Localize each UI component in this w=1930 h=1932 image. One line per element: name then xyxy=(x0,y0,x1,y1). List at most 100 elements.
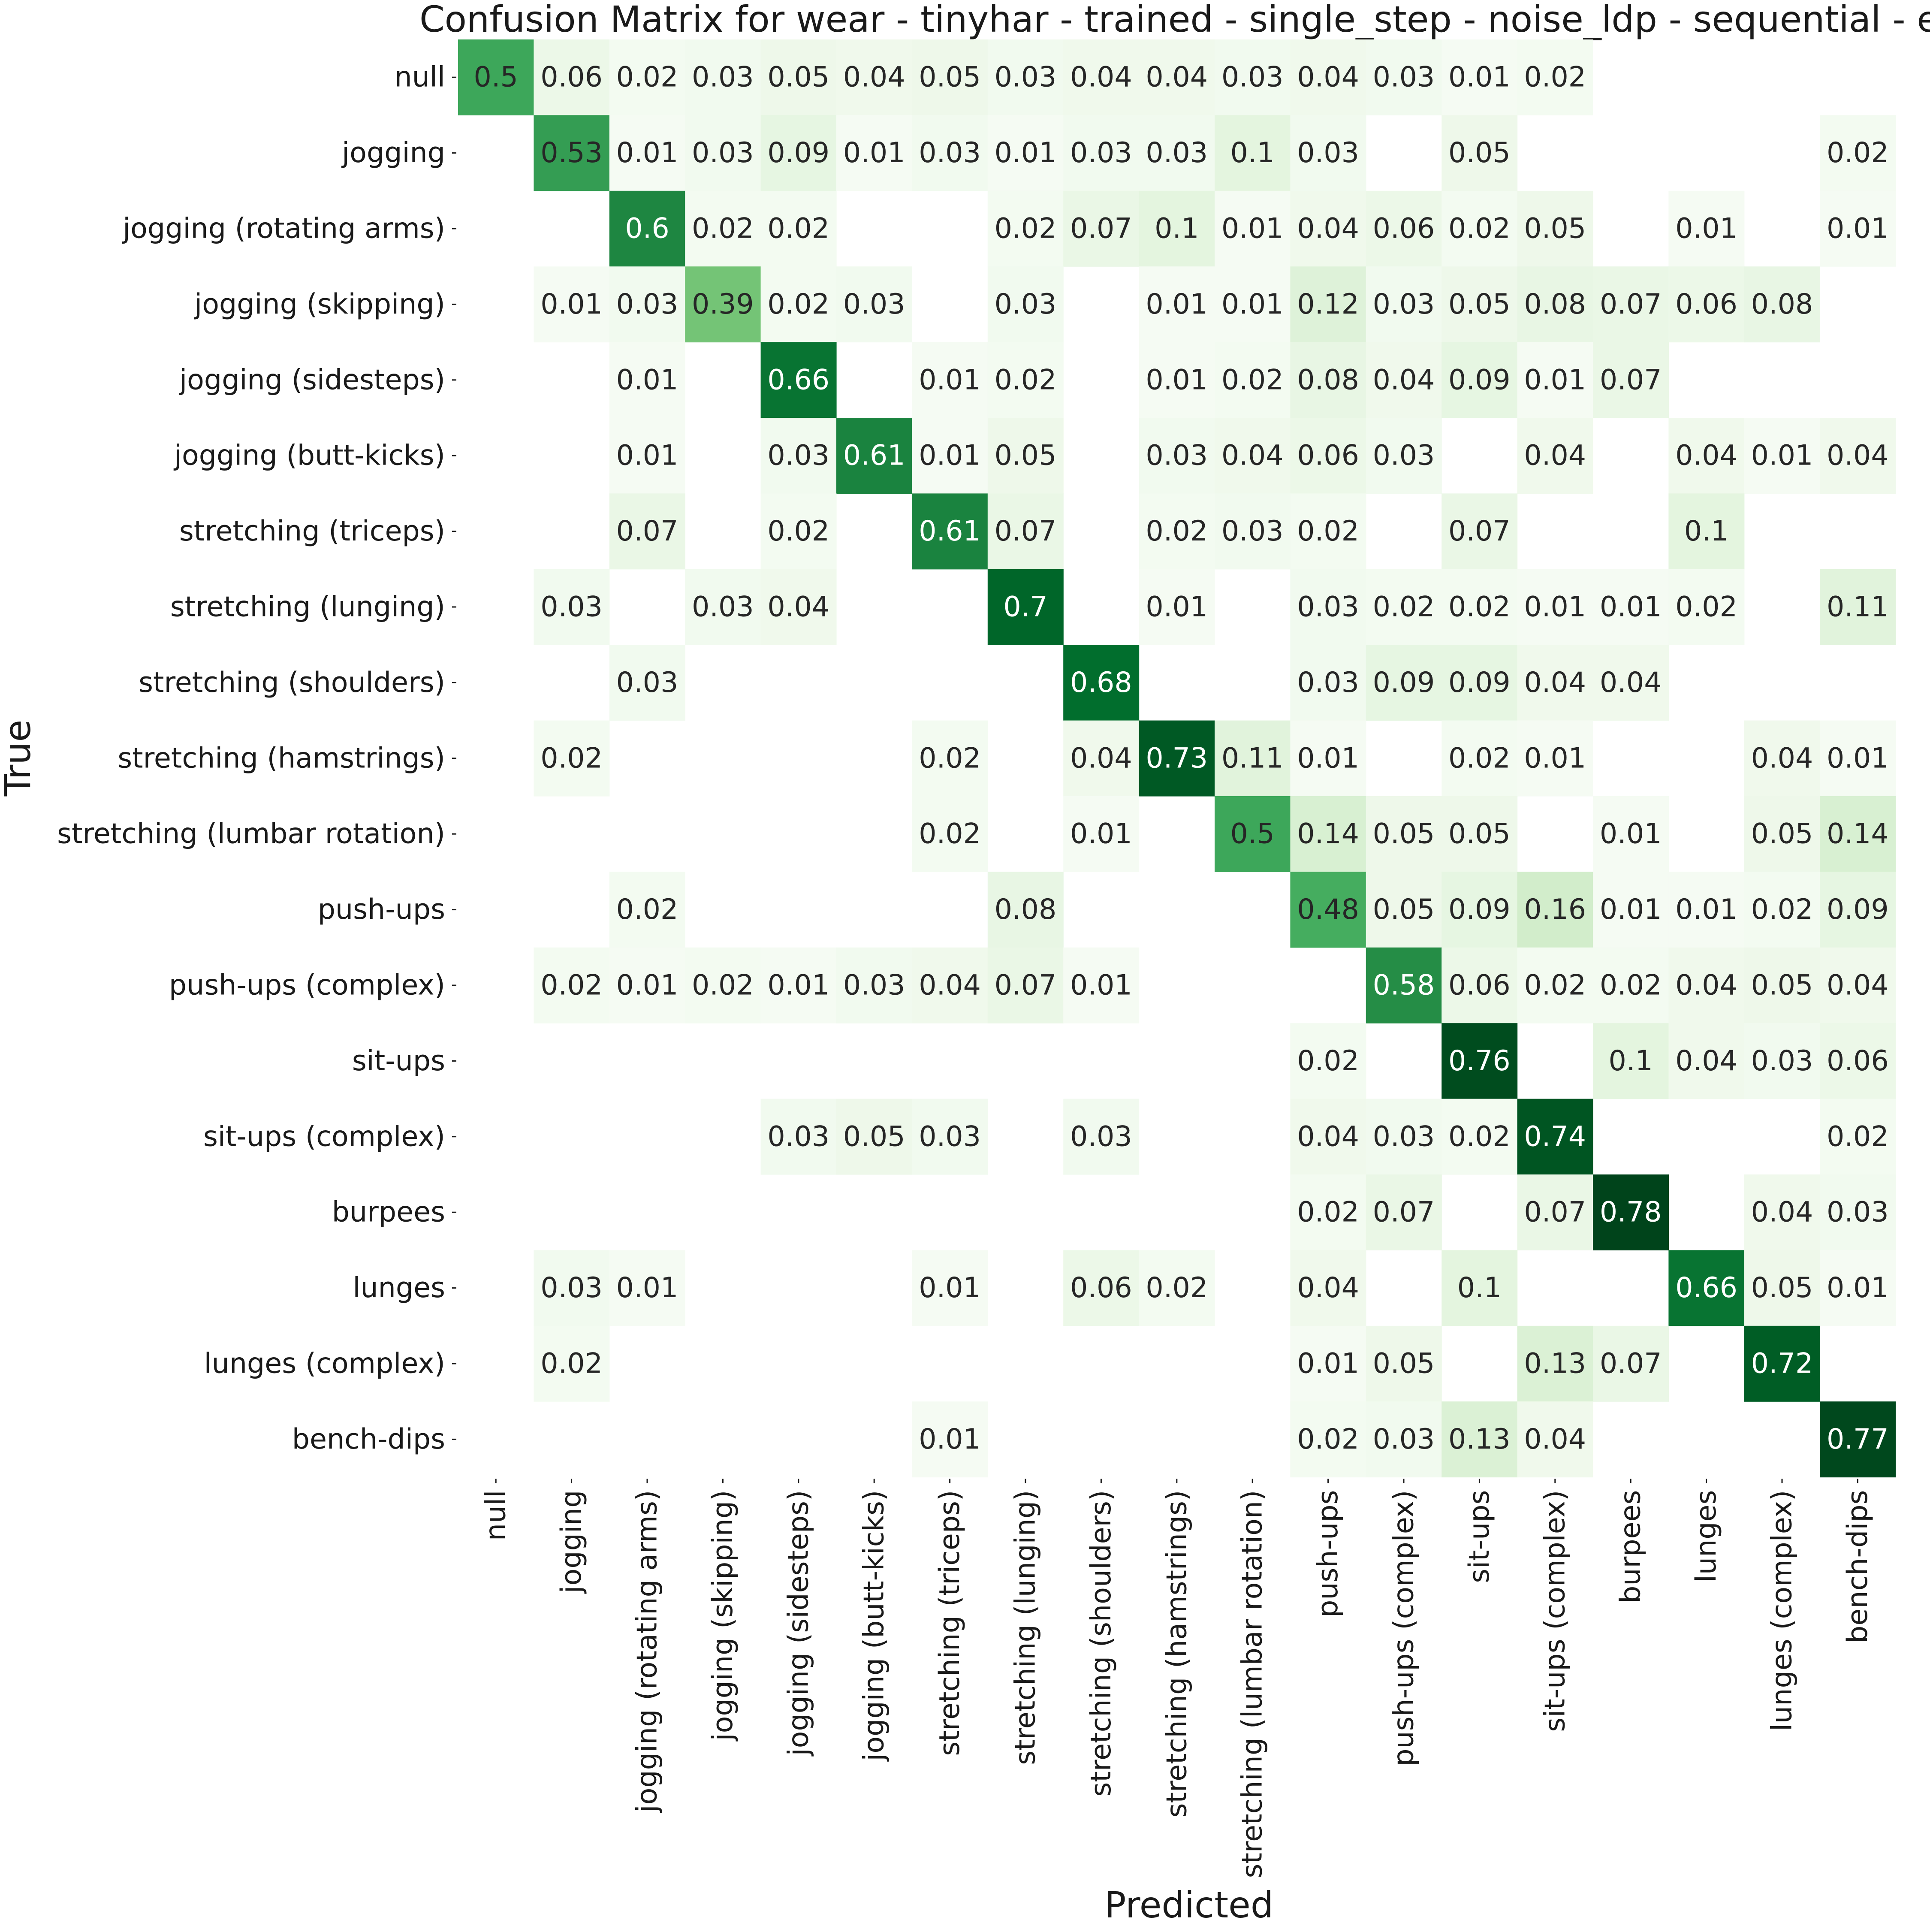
heatmap-cell xyxy=(1517,190,1593,267)
heatmap-cell xyxy=(1744,1174,1820,1250)
cell-value-label: 0.03 xyxy=(1070,1120,1132,1153)
cell-value-label: 0.01 xyxy=(1297,742,1359,774)
heatmap-cell xyxy=(1215,342,1291,418)
cell-value-label: 0.03 xyxy=(1827,1196,1889,1229)
cell-value-label: 0.03 xyxy=(843,288,905,320)
heatmap-cell xyxy=(1744,1023,1820,1099)
x-tick-label: push-ups xyxy=(1312,1490,1344,1618)
cell-value-label: 0.03 xyxy=(1373,61,1435,94)
cell-value-label: 0.05 xyxy=(995,440,1057,472)
cell-value-label: 0.01 xyxy=(1600,591,1662,623)
y-tick-label: jogging (rotating arms) xyxy=(122,213,445,245)
heatmap-cell xyxy=(1668,266,1745,343)
heatmap-cell xyxy=(1215,796,1291,872)
heatmap-cell xyxy=(1139,569,1215,645)
heatmap-cell xyxy=(1366,872,1442,948)
heatmap-cell xyxy=(1441,872,1518,948)
cell-value-label: 0.03 xyxy=(1221,61,1284,94)
heatmap-cell xyxy=(1517,1174,1593,1250)
heatmap-cell xyxy=(1441,1250,1518,1326)
cell-value-label: 0.07 xyxy=(995,969,1057,1002)
heatmap-cell xyxy=(1063,1250,1140,1326)
cell-value-label: 0.01 xyxy=(919,1423,981,1455)
heatmap-cell xyxy=(760,493,837,570)
heatmap-cell xyxy=(1441,947,1518,1023)
heatmap-cell xyxy=(1820,569,1896,645)
heatmap-cell xyxy=(609,1250,685,1326)
cell-value-label: 0.02 xyxy=(692,213,754,245)
heatmap-cell xyxy=(1366,1099,1442,1175)
y-axis-ticks: null jogging jogging (rotating arms) joggin… xyxy=(57,61,456,1455)
y-tick-label: push-ups (complex) xyxy=(169,969,445,1002)
cell-value-label: 0.03 xyxy=(1373,1120,1435,1153)
cell-value-label: 0.03 xyxy=(919,1120,981,1153)
cell-value-label: 0.02 xyxy=(1373,591,1435,623)
heatmap-cell xyxy=(1820,115,1896,191)
heatmap-cell xyxy=(1290,418,1366,494)
heatmap-cell xyxy=(912,342,988,418)
heatmap-cell xyxy=(1290,796,1366,872)
cell-value-label: 0.05 xyxy=(1751,1272,1813,1304)
heatmap-cell xyxy=(1063,115,1140,191)
cell-value-label: 0.14 xyxy=(1827,818,1889,850)
cell-value-label: 0.02 xyxy=(1827,1120,1889,1153)
heatmap-cell xyxy=(1139,342,1215,418)
heatmap-cell xyxy=(1290,1099,1366,1175)
cell-value-label: 0.09 xyxy=(1448,667,1511,699)
heatmap-cell xyxy=(987,418,1064,494)
heatmap-cell xyxy=(609,39,685,115)
heatmap-cell xyxy=(534,266,610,343)
heatmap-cell xyxy=(1517,266,1593,343)
cell-value-label: 0.1 xyxy=(1684,515,1728,547)
cell-value-label: 0.02 xyxy=(1827,137,1889,169)
cell-value-label: 0.66 xyxy=(767,364,829,396)
heatmap-cell xyxy=(1593,1325,1669,1402)
heatmap-cell xyxy=(912,1250,988,1326)
heatmap-cell xyxy=(1744,1250,1820,1326)
cell-value-label: 0.12 xyxy=(1297,288,1359,320)
heatmap-cell xyxy=(609,190,685,267)
cell-value-label: 0.78 xyxy=(1600,1196,1662,1229)
heatmap-cell xyxy=(609,115,685,191)
cell-value-label: 0.04 xyxy=(1070,61,1132,94)
y-tick-label: stretching (triceps) xyxy=(179,515,445,547)
heatmap-cell xyxy=(1441,720,1518,797)
cell-value-label: 0.76 xyxy=(1448,1045,1511,1077)
heatmap-cell xyxy=(1366,1325,1442,1402)
cell-value-label: 0.05 xyxy=(767,61,829,94)
heatmap-cell xyxy=(1517,569,1593,645)
heatmap-cell xyxy=(1744,796,1820,872)
cell-value-label: 0.07 xyxy=(1600,288,1662,320)
heatmap-cell xyxy=(912,1401,988,1478)
cell-value-label: 0.74 xyxy=(1524,1120,1586,1153)
cell-value-label: 0.01 xyxy=(1524,364,1586,396)
heatmap-cell xyxy=(1215,115,1291,191)
cell-value-label: 0.48 xyxy=(1297,894,1359,926)
cell-value-label: 0.68 xyxy=(1070,667,1132,699)
cell-value-label: 0.03 xyxy=(1373,440,1435,472)
cell-value-label: 0.03 xyxy=(616,288,679,320)
heatmap-cell xyxy=(1820,720,1896,797)
cell-value-label: 0.03 xyxy=(843,969,905,1002)
cell-value-label: 0.04 xyxy=(1146,61,1208,94)
heatmap-cell xyxy=(836,1099,912,1175)
cell-value-label: 0.01 xyxy=(843,137,905,169)
heatmap-cell xyxy=(1441,1401,1518,1478)
cell-value-label: 0.02 xyxy=(767,288,829,320)
cell-value-label: 0.04 xyxy=(1675,969,1737,1002)
heatmap-cell xyxy=(987,266,1064,343)
y-axis-label: True xyxy=(0,720,39,797)
cell-value-label: 0.08 xyxy=(1524,288,1586,320)
heatmap-cell xyxy=(1517,1401,1593,1478)
cell-value-label: 0.07 xyxy=(995,515,1057,547)
y-tick-label: bench-dips xyxy=(292,1423,445,1455)
heatmap-cell xyxy=(912,115,988,191)
cell-value-label: 0.02 xyxy=(1221,364,1284,396)
heatmap-cell xyxy=(1366,190,1442,267)
cell-value-label: 0.02 xyxy=(616,61,679,94)
heatmap-cell xyxy=(1668,947,1745,1023)
cell-value-label: 0.04 xyxy=(1600,667,1662,699)
cell-value-label: 0.01 xyxy=(1524,591,1586,623)
heatmap-cell xyxy=(987,569,1064,645)
